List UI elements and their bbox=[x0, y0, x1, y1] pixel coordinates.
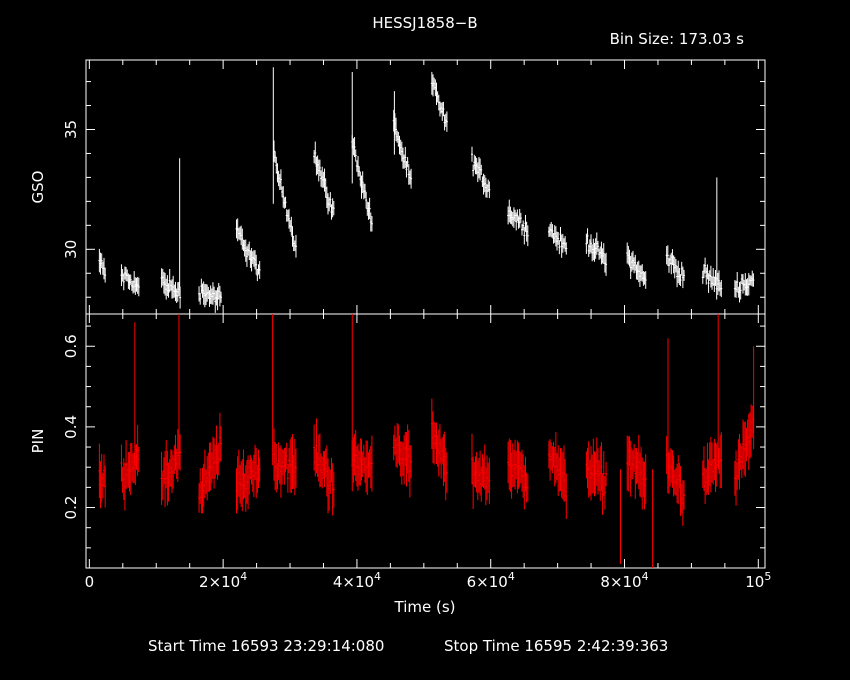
pin-segment bbox=[160, 429, 182, 508]
chart-title: HESSJ1858−B bbox=[372, 14, 478, 32]
gso-segment bbox=[430, 71, 448, 132]
gso-segment bbox=[665, 245, 686, 289]
pin-segment bbox=[626, 434, 647, 510]
x-tick-label: 8×104 bbox=[600, 570, 648, 591]
gso-segment bbox=[733, 270, 755, 303]
bin-size-label: Bin Size: 173.03 s bbox=[609, 30, 744, 48]
gso-segment bbox=[351, 135, 373, 232]
pin-segment bbox=[120, 424, 140, 511]
pin-segment bbox=[701, 432, 723, 504]
pin-segment bbox=[585, 437, 608, 515]
gso-segment bbox=[198, 278, 223, 313]
gso-segment bbox=[98, 248, 107, 283]
pin-segment bbox=[392, 423, 413, 498]
gso-panel: 30 35 GSO bbox=[29, 59, 766, 315]
x-tick-label: 4×104 bbox=[333, 570, 381, 591]
pin-segment bbox=[98, 443, 107, 509]
x-tick-label: 6×104 bbox=[467, 570, 515, 591]
pin-frame bbox=[85, 313, 766, 569]
pin-segment bbox=[313, 418, 335, 516]
gso-segment bbox=[313, 141, 335, 220]
gso-segment bbox=[470, 146, 491, 199]
gso-segment bbox=[585, 228, 608, 276]
gso-segment bbox=[547, 221, 568, 258]
pin-segment bbox=[470, 433, 491, 510]
gso-ytick-label: 35 bbox=[62, 120, 80, 139]
gso-segment bbox=[235, 218, 261, 282]
gso-segment bbox=[120, 264, 140, 297]
gso-frame bbox=[85, 59, 766, 315]
gso-segment bbox=[392, 109, 413, 189]
gso-segment bbox=[160, 268, 182, 309]
x-axis-label: Time (s) bbox=[394, 598, 456, 616]
x-tick-label: 2×104 bbox=[199, 570, 247, 591]
pin-segment bbox=[733, 404, 755, 506]
x-tick-label: 0 bbox=[85, 573, 95, 591]
gso-segment bbox=[272, 140, 297, 258]
gso-ytick-label: 30 bbox=[62, 240, 80, 259]
pin-segment bbox=[430, 398, 448, 501]
pin-segment bbox=[665, 435, 686, 526]
pin-segment bbox=[547, 432, 568, 520]
gso-ylabel: GSO bbox=[29, 171, 47, 204]
pin-ylabel: PIN bbox=[29, 429, 47, 454]
pin-ytick-label: 0.6 bbox=[62, 334, 80, 358]
x-tick-label: 105 bbox=[745, 570, 771, 591]
pin-segment bbox=[507, 438, 529, 510]
pin-segment bbox=[272, 428, 297, 498]
pin-segment bbox=[198, 412, 223, 514]
gso-segment bbox=[626, 242, 647, 289]
pin-segment bbox=[351, 429, 373, 496]
gso-segment bbox=[701, 257, 723, 300]
gso-segment bbox=[507, 199, 529, 247]
pin-ytick-label: 0.4 bbox=[62, 415, 80, 439]
pin-ytick-label: 0.2 bbox=[62, 496, 80, 520]
start-time-label: Start Time 16593 23:29:14:080 bbox=[148, 637, 385, 655]
pin-panel: 0.2 0.4 0.6 PIN 0 2×104 4×104 6×104 8×104 105 Time… bbox=[29, 313, 771, 616]
pin-segment bbox=[235, 444, 261, 514]
stop-time-label: Stop Time 16595 2:42:39:363 bbox=[444, 637, 669, 655]
